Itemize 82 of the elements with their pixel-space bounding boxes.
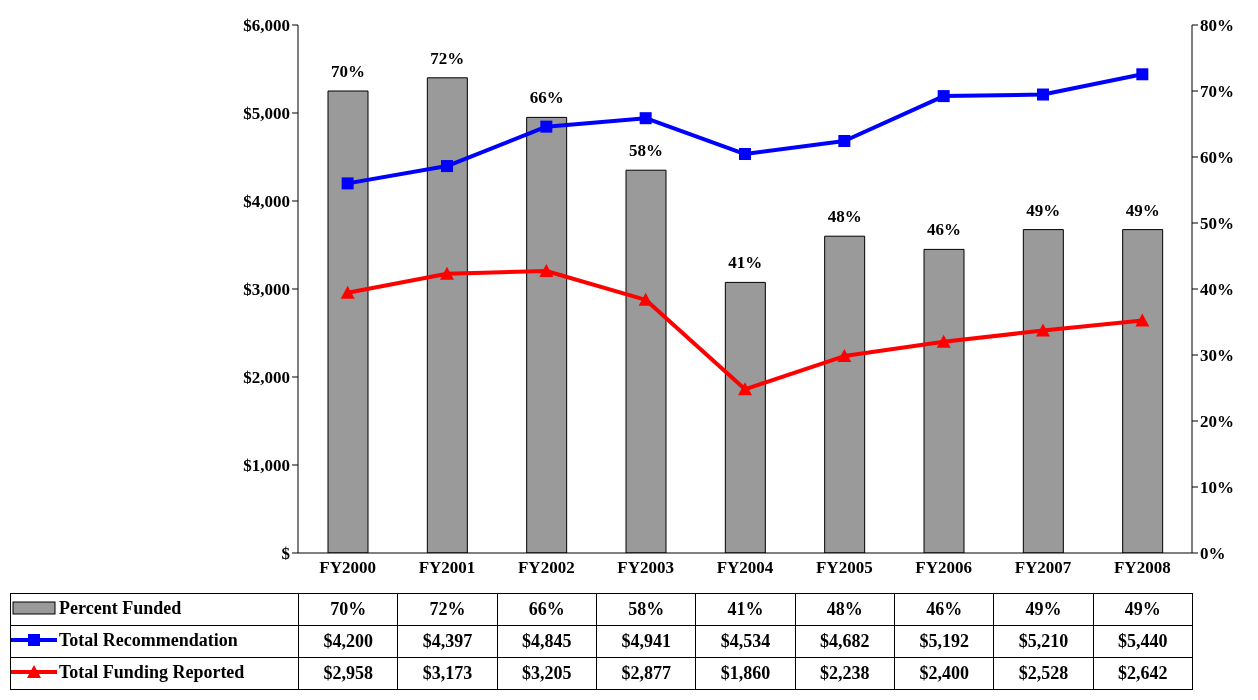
x-tick-label: FY2005 [816, 558, 873, 578]
x-tick-label: FY2003 [617, 558, 674, 578]
text: 70% [331, 62, 365, 81]
text: 66% [529, 88, 564, 108]
point [441, 160, 453, 173]
data-label: 70% [298, 593, 398, 626]
y-tick-label: $6,000 [243, 16, 290, 36]
data-label: $2,877 [596, 657, 696, 690]
y-tick-label: $ [281, 544, 291, 564]
point [440, 266, 454, 280]
data-label: 72% [397, 593, 498, 626]
data-label: $2,400 [894, 657, 994, 690]
y2-tick-label: 80% [1200, 16, 1234, 36]
x-tick-label: FY2002 [518, 558, 575, 578]
data-label: $4,941 [596, 625, 696, 658]
y2-tick-label: 70% [1200, 82, 1234, 102]
data-label: 66% [497, 593, 597, 626]
x-tick-label: FY2008 [1114, 558, 1171, 578]
data-label: 48% [795, 593, 895, 626]
data-label: $2,528 [993, 657, 1094, 690]
point [936, 334, 951, 348]
data-label: $5,440 [1093, 625, 1193, 658]
point [341, 177, 354, 190]
data-label: $3,173 [397, 657, 498, 690]
y2-tick-label: 40% [1200, 280, 1234, 300]
data-label: 46% [894, 593, 994, 626]
point [1136, 68, 1149, 81]
text: 46% [927, 220, 961, 240]
data-label: $2,958 [298, 657, 398, 690]
text: 48% [827, 207, 862, 227]
y2-tick-label: 20% [1200, 412, 1234, 432]
data-label: $4,845 [497, 625, 597, 658]
x-tick-label: FY2004 [716, 558, 774, 578]
point [738, 382, 752, 396]
x-tick-label: FY2001 [418, 558, 476, 578]
point [639, 112, 652, 125]
y2-tick-label: 60% [1200, 148, 1234, 168]
y2-tick-label: 10% [1200, 478, 1234, 498]
point [540, 120, 553, 133]
data-label: 49% [993, 593, 1094, 626]
y-tick-label: $4,000 [243, 192, 290, 212]
point [838, 134, 851, 147]
y-tick-label: $1,000 [243, 456, 290, 476]
x-tick-label: FY2000 [319, 558, 376, 578]
x-tick-label: FY2006 [915, 558, 972, 578]
data-label: $2,642 [1093, 657, 1193, 690]
text: 49% [1026, 200, 1061, 220]
text: 49% [1125, 200, 1160, 220]
data-label: $3,205 [497, 657, 597, 690]
point [340, 285, 355, 299]
point [837, 349, 852, 363]
data-label: $4,682 [795, 625, 895, 658]
point [1037, 88, 1049, 101]
data-label: 58% [596, 593, 696, 626]
y2-tick-label: 0% [1200, 544, 1226, 564]
text: 41% [728, 253, 763, 273]
point [937, 90, 950, 103]
data-label: $4,200 [298, 625, 398, 658]
point [1036, 323, 1050, 337]
point [539, 263, 554, 277]
text: 72% [430, 48, 465, 68]
x-tick-label: FY2007 [1014, 558, 1072, 578]
data-label: $1,860 [695, 657, 796, 690]
data-label: $5,192 [894, 625, 994, 658]
y-tick-label: $2,000 [243, 368, 290, 388]
data-label: 41% [695, 593, 796, 626]
y2-tick-label: 50% [1200, 214, 1234, 234]
data-label: $4,397 [397, 625, 498, 658]
data-label: $4,534 [695, 625, 796, 658]
legend-label: Total Funding Reported [58, 661, 245, 683]
y-tick-label: $3,000 [243, 280, 290, 300]
y-tick-label: $5,000 [243, 104, 290, 124]
data-label: 49% [1093, 593, 1193, 626]
point [739, 148, 751, 161]
y2-tick-label: 30% [1200, 346, 1234, 366]
legend-label: Percent Funded [58, 597, 182, 619]
point [1135, 313, 1150, 327]
data-label: $2,238 [795, 657, 895, 690]
text: 58% [629, 141, 663, 161]
legend-label: Total Recommendation [58, 629, 238, 651]
point [638, 292, 653, 306]
data-label: $5,210 [993, 625, 1094, 658]
